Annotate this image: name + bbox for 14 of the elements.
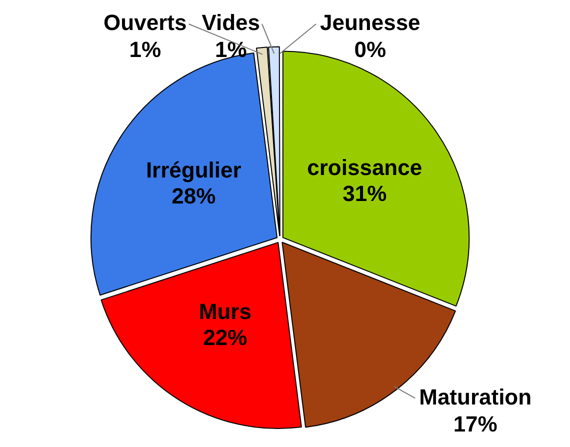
data-label: 22% [203,324,248,350]
slice-label: croissance [307,155,422,180]
data-label: 31% [342,181,387,206]
slice-label: Vides [202,10,260,36]
data-label: 17% [453,411,498,436]
slice-label: Ouverts [104,10,187,36]
text: 0% [354,37,386,62]
data-label: 28% [172,184,216,209]
data-label: 1% [129,37,162,62]
slice-label: Maturation [419,384,532,410]
slice-label: Irrégulier [146,158,242,183]
slice-label: Murs [198,298,252,324]
category-label: Jeunesse [320,10,420,36]
data-label: 1% [214,37,247,62]
